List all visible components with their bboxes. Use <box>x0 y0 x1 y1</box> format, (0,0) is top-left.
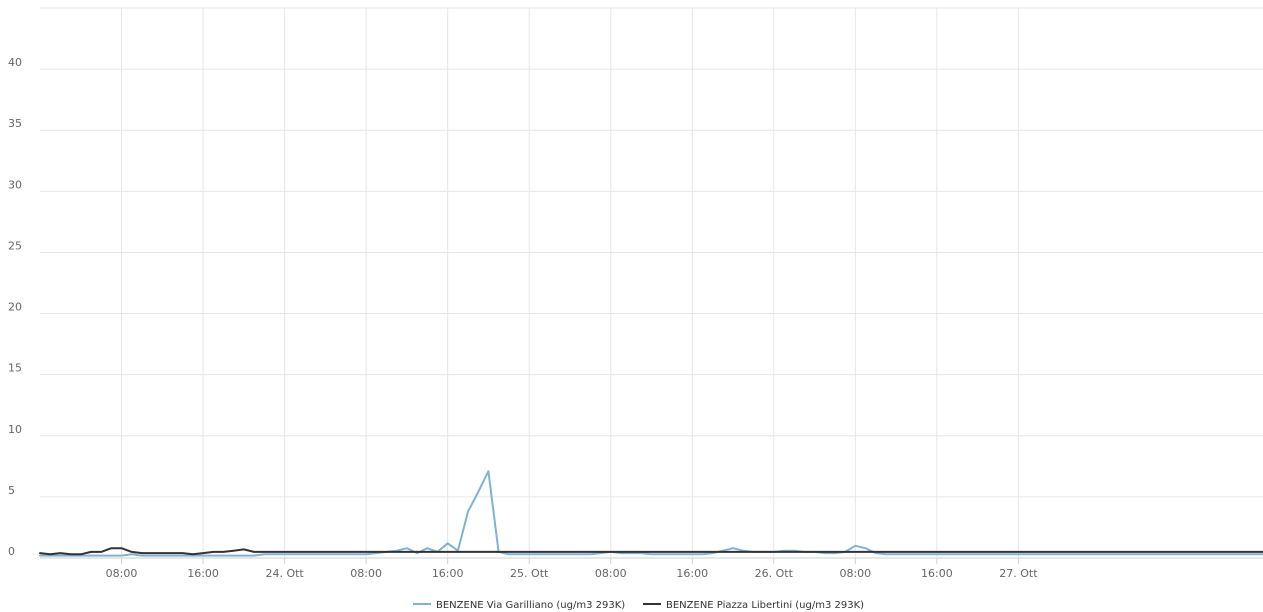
y-tick-label: 35 <box>8 117 22 130</box>
x-tick-label: 16:00 <box>432 567 464 580</box>
legend: BENZENE Via Garilliano (ug/m3 293K) BENZ… <box>413 600 864 611</box>
y-tick-label: 5 <box>8 484 15 497</box>
y-tick-label: 30 <box>8 178 22 191</box>
x-tick-label: 27. Ott <box>999 567 1038 580</box>
x-tick-label: 25. Ott <box>510 567 549 580</box>
y-axis-ticks: 0 5 10 15 20 25 30 35 40 <box>8 56 22 558</box>
x-tick-label: 26. Ott <box>755 567 794 580</box>
x-tick-label: 16:00 <box>187 567 219 580</box>
x-axis-ticks: 08:00 16:00 24. Ott 08:00 16:00 25. Ott 08:00 1… <box>106 558 1038 580</box>
x-tick-label: 08:00 <box>839 567 871 580</box>
x-tick-label: 08:00 <box>106 567 138 580</box>
x-tick-label: 08:00 <box>595 567 627 580</box>
legend-item-garilliano[interactable]: BENZENE Via Garilliano (ug/m3 293K) <box>413 600 625 611</box>
y-tick-label: 20 <box>8 301 22 314</box>
x-tick-label: 24. Ott <box>265 567 304 580</box>
y-tick-label: 40 <box>8 56 22 69</box>
x-tick-label: 16:00 <box>676 567 708 580</box>
legend-label-garilliano: BENZENE Via Garilliano (ug/m3 293K) <box>436 600 625 611</box>
series-layer <box>39 470 1263 557</box>
legend-item-libertini[interactable]: BENZENE Piazza Libertini (ug/m3 293K) <box>643 600 864 611</box>
grid-layer <box>40 7 1263 559</box>
legend-label-libertini: BENZENE Piazza Libertini (ug/m3 293K) <box>666 600 864 611</box>
y-tick-label: 0 <box>8 545 15 558</box>
y-tick-label: 10 <box>8 423 22 436</box>
x-tick-label: 08:00 <box>350 567 382 580</box>
series-line-0 <box>39 470 1263 557</box>
x-tick-label: 16:00 <box>921 567 953 580</box>
y-tick-label: 25 <box>8 239 22 252</box>
y-tick-label: 15 <box>8 362 22 375</box>
